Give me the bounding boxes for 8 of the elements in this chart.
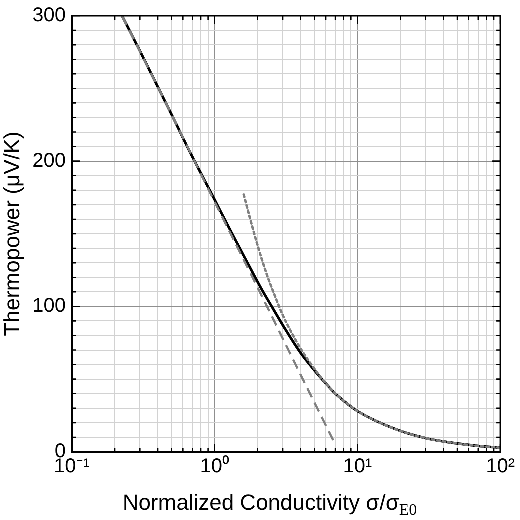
x-tick-label: 10² bbox=[486, 456, 516, 478]
y-tick-label: 100 bbox=[32, 295, 66, 318]
x-tick-label: 10⁰ bbox=[200, 454, 230, 478]
y-tick-label: 300 bbox=[32, 4, 66, 27]
y-axis-title: Thermopower (μV/K) bbox=[0, 132, 24, 336]
y-tick-label: 200 bbox=[32, 150, 66, 172]
x-axis-title: Normalized Conductivity σ/σ$_{E0}$ bbox=[122, 490, 418, 519]
x-tick-label: 10¹ bbox=[343, 456, 372, 478]
